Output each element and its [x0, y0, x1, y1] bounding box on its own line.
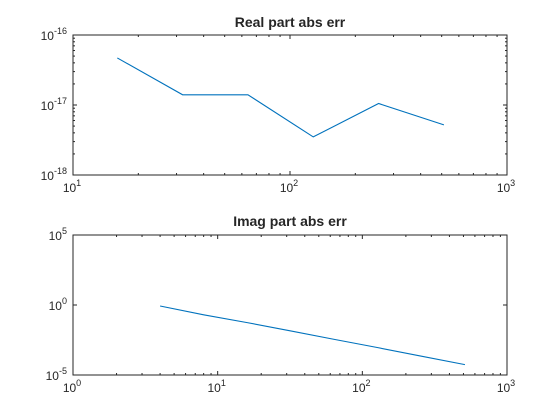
x-tick-exponent: 1 — [221, 378, 226, 388]
y-tick-exponent: 5 — [62, 226, 67, 236]
x-tick-exponent: 3 — [510, 378, 515, 388]
x-tick-exponent: 2 — [366, 378, 371, 388]
series-layer-imag — [159, 305, 466, 366]
y-tick-base: 10 — [49, 229, 63, 243]
x-tick-label: 103 — [497, 178, 515, 195]
x-tick-exponent: 2 — [293, 178, 298, 188]
y-tick-base: 10 — [46, 369, 60, 383]
x-tick-base: 10 — [207, 381, 221, 395]
x-tick-base: 10 — [63, 181, 77, 195]
chart-title-real: Real part abs err — [235, 14, 346, 30]
x-tick-base: 10 — [497, 381, 511, 395]
x-tick-base: 10 — [352, 381, 366, 395]
x-tick-label: 102 — [352, 378, 370, 395]
y-tick-label: 10-5 — [46, 366, 67, 383]
y-tick-base: 10 — [41, 99, 55, 113]
x-tick-base: 10 — [497, 181, 511, 195]
series-layer-real — [117, 57, 445, 138]
y-tick-exponent: -16 — [54, 26, 67, 36]
axes-real-part: Real part abs err 101 102 10310-1810-1710-… — [41, 14, 516, 195]
y-tick-label: 100 — [49, 296, 67, 313]
chart-title-imag: Imag part abs err — [233, 213, 347, 229]
x-tick-base: 10 — [63, 381, 77, 395]
y-tick-label: 10-18 — [41, 166, 67, 183]
plot-area-real — [72, 34, 508, 176]
y-tick-exponent: 0 — [62, 296, 67, 306]
plot-area-imag — [72, 234, 508, 376]
y-tick-exponent: -17 — [54, 96, 67, 106]
x-tick-label: 101 — [63, 178, 81, 195]
x-tick-label: 101 — [207, 378, 225, 395]
y-tick-label: 105 — [49, 226, 67, 243]
x-tick-base: 10 — [280, 181, 294, 195]
y-tick-base: 10 — [41, 29, 55, 43]
y-tick-exponent: -18 — [54, 166, 67, 176]
y-tick-exponent: -5 — [59, 366, 67, 376]
y-tick-base: 10 — [41, 169, 55, 183]
x-tick-exponent: 0 — [76, 378, 81, 388]
x-tick-exponent: 3 — [510, 178, 515, 188]
y-tick-base: 10 — [49, 299, 63, 313]
series-line — [117, 57, 445, 138]
x-tick-label: 100 — [63, 378, 81, 395]
x-tick-exponent: 1 — [76, 178, 81, 188]
series-line — [159, 305, 466, 366]
y-tick-label: 10-17 — [41, 96, 67, 113]
y-tick-label: 10-16 — [41, 26, 67, 43]
x-tick-label: 102 — [280, 178, 298, 195]
x-tick-label: 103 — [497, 378, 515, 395]
